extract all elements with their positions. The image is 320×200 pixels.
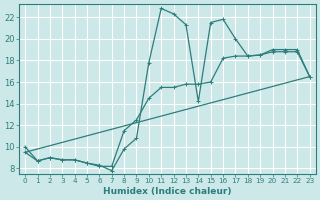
X-axis label: Humidex (Indice chaleur): Humidex (Indice chaleur) [103,187,232,196]
